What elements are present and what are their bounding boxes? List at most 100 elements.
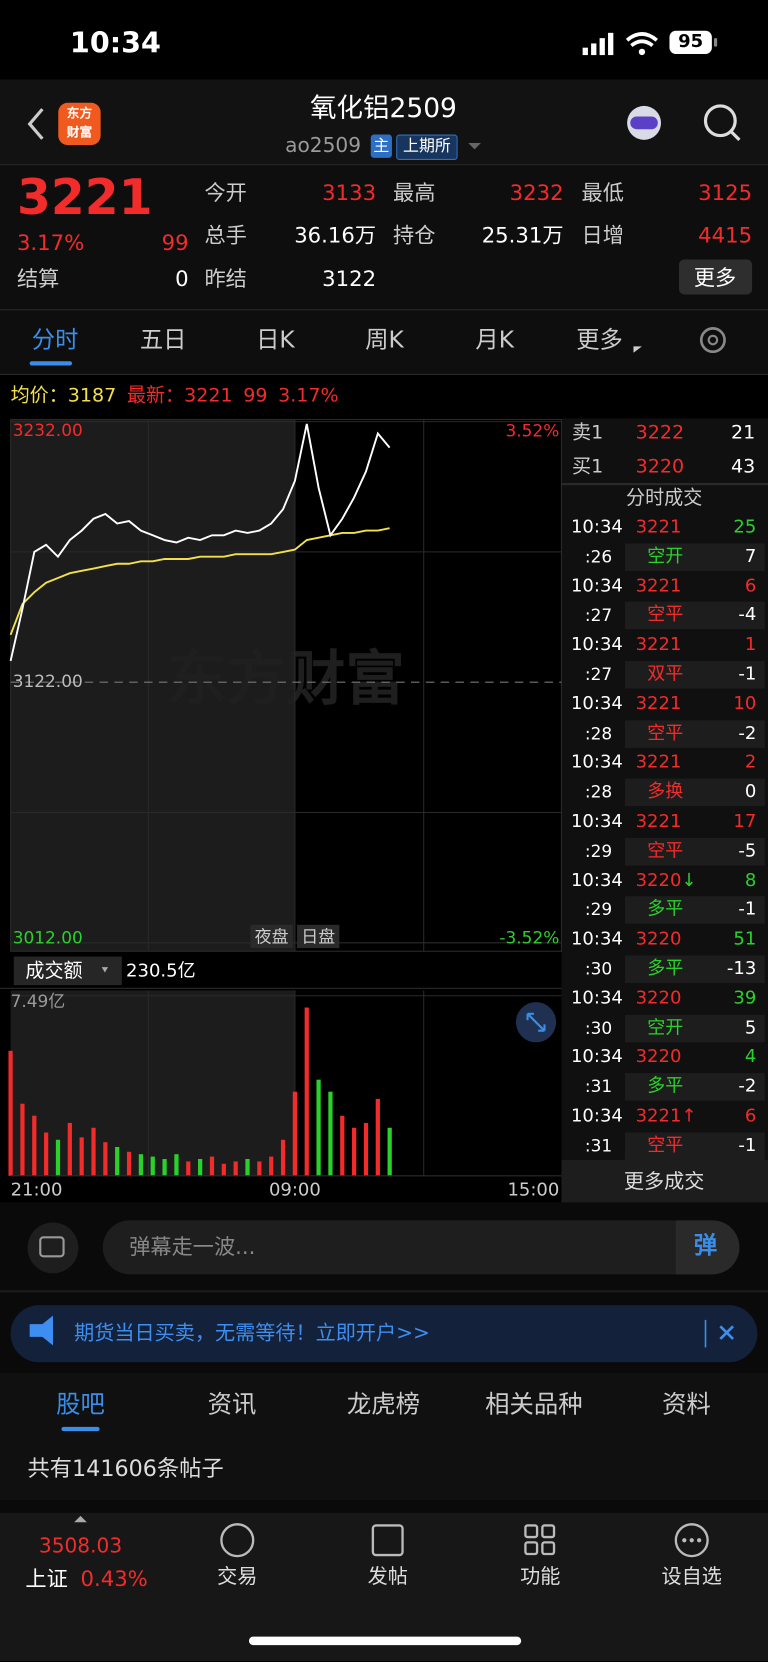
book-side: 买1 [572,455,604,478]
y-tick-label: 3122.00 [13,671,83,691]
field-value: 3122 [322,265,377,292]
stock-code: ao2509 [285,134,362,158]
trades-title: 分时成交 [626,487,703,510]
field-label: 最低 [581,180,624,206]
book-side: 卖1 [572,421,604,444]
content-tab[interactable]: 资讯 [207,1391,257,1419]
danmaku-toggle[interactable] [27,1222,79,1274]
book-price: 3222 [635,421,685,444]
chart-tab[interactable]: 分时 [31,327,79,354]
watchlist-dots [682,1538,702,1543]
change-percent: 3.17% [16,229,85,256]
trade-oi-change: -1 [738,899,757,921]
volume-bar [174,1154,179,1176]
volume-bar [316,1079,321,1176]
danmaku-button-label[interactable]: 弹 [693,1233,718,1260]
more-trades[interactable]: 更多成交 [623,1170,705,1194]
banner[interactable] [10,1305,758,1363]
trade-volume: 17 [733,810,757,833]
chart-tab[interactable]: 五日 [139,327,187,354]
trade-second: :27 [584,605,613,626]
badge-bg [370,134,392,158]
trade-row-bg [624,661,765,689]
last-price: 3221 [16,168,153,226]
danmaku-icon [39,1236,65,1258]
post-count: 共有141606条帖子 [27,1456,224,1482]
volume-selector-bg [13,956,122,986]
trade-kind: 多换 [647,781,684,803]
volume-bar [221,1163,226,1176]
volume-bar [245,1159,250,1176]
volume-bar [257,1161,262,1176]
app-logo[interactable] [58,102,101,146]
trade-volume: 6 [744,575,757,597]
trade-icon[interactable] [220,1523,255,1558]
nav-item[interactable]: 交易 [217,1565,258,1589]
volume-bar [138,1154,144,1176]
more-button-label[interactable]: 更多 [693,264,737,291]
post-icon[interactable] [371,1524,404,1557]
content-tab[interactable]: 龙虎榜 [346,1391,421,1419]
content-tab[interactable]: 相关品种 [485,1391,583,1419]
volume-bar [32,1115,37,1176]
field-value: 36.16万 [294,222,377,248]
trade-kind: 空平 [647,722,684,744]
y-tick-label: 3232.00 [13,420,83,440]
field-value: 3232 [509,180,564,206]
trade-price: 3221 [635,1105,682,1127]
trade-arrow: ↑ [681,1105,697,1127]
info-latest: 3221 [184,384,233,407]
trade-kind: 空平 [647,604,684,626]
danmaku-button[interactable] [675,1220,740,1275]
settings-icon[interactable] [699,327,726,354]
expand-icon[interactable] [74,1515,87,1523]
trade-oi-change: 5 [744,1017,757,1039]
trade-time: 10:34 [570,1046,623,1068]
session-tag-bg [250,924,293,949]
volume-bar [103,1142,108,1176]
volume-selector: 成交额 [25,960,82,982]
settings-icon [707,334,719,346]
field-label: 持仓 [393,222,436,248]
tabs-bg [0,1372,768,1500]
nav-item[interactable]: 设自选 [661,1565,722,1589]
session-tag-bg [297,924,340,949]
x-tick-label: 09:00 [269,1180,321,1201]
banner-text[interactable]: 期货当日买卖，无需等待！立即开户>> [74,1321,430,1345]
trade-oi-change: -13 [726,958,757,980]
more-button[interactable] [679,259,753,295]
wifi [638,48,646,56]
close-button[interactable] [719,1325,734,1340]
dropdown[interactable] [468,143,481,150]
trade-kind: 空平 [647,840,684,862]
quote-bg [0,164,768,311]
danmaku-input[interactable] [102,1220,740,1275]
content-tab[interactable]: 资料 [662,1391,711,1419]
chart-tab[interactable]: 日K [256,327,295,354]
chart-tab[interactable]: 月K [475,327,514,354]
trade-price: 3221 [635,634,682,656]
book-volume: 43 [731,455,756,478]
content-tab[interactable]: 股吧 [56,1391,105,1419]
field-label: 日增 [581,222,624,248]
trade-volume: 8 [744,869,757,891]
nav-item[interactable]: 功能 [520,1565,561,1589]
function-icon[interactable] [524,1524,556,1556]
chart-tab[interactable]: 周K [365,327,404,354]
info-change: 99 [243,384,268,407]
chart-tab[interactable]: 更多 [576,327,623,354]
trade-time: 10:34 [570,516,623,538]
volume-bar [67,1122,72,1176]
field-value: 3133 [322,180,377,206]
trade-time: 10:34 [570,693,623,715]
back-button[interactable] [27,108,44,140]
wifi [625,32,658,48]
volume-bar [79,1137,84,1176]
search-icon[interactable] [703,104,737,138]
nav-item[interactable]: 发帖 [367,1565,408,1589]
logo-text: 财富 [66,124,93,140]
trade-second: :29 [584,899,613,920]
watermark: 东方财富 [167,644,404,713]
watchlist-icon[interactable] [674,1523,709,1558]
